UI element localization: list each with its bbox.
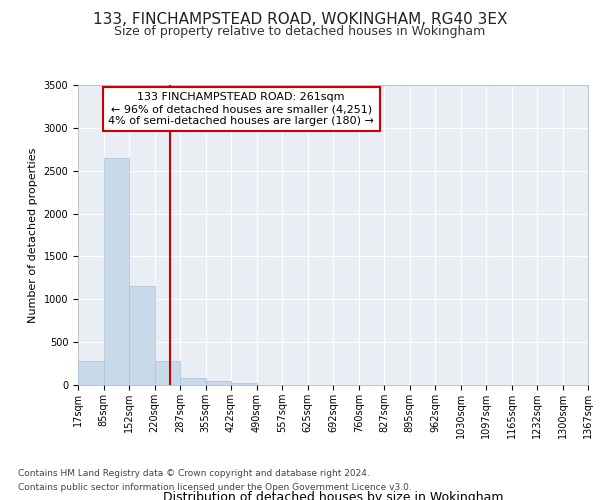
Bar — [155, 361, 181, 385]
Text: Contains HM Land Registry data © Crown copyright and database right 2024.: Contains HM Land Registry data © Crown c… — [18, 468, 370, 477]
Text: Contains public sector information licensed under the Open Government Licence v3: Contains public sector information licen… — [18, 484, 412, 492]
Text: Size of property relative to detached houses in Wokingham: Size of property relative to detached ho… — [115, 25, 485, 38]
Bar — [104, 158, 130, 385]
Bar — [78, 362, 104, 385]
Text: 133 FINCHAMPSTEAD ROAD: 261sqm
← 96% of detached houses are smaller (4,251)
4% o: 133 FINCHAMPSTEAD ROAD: 261sqm ← 96% of … — [108, 92, 374, 126]
Bar — [129, 286, 155, 385]
Bar — [231, 384, 257, 385]
Text: 133, FINCHAMPSTEAD ROAD, WOKINGHAM, RG40 3EX: 133, FINCHAMPSTEAD ROAD, WOKINGHAM, RG40… — [93, 12, 507, 28]
X-axis label: Distribution of detached houses by size in Wokingham: Distribution of detached houses by size … — [163, 491, 503, 500]
Y-axis label: Number of detached properties: Number of detached properties — [28, 148, 38, 322]
Bar — [206, 381, 232, 385]
Bar — [180, 378, 206, 385]
